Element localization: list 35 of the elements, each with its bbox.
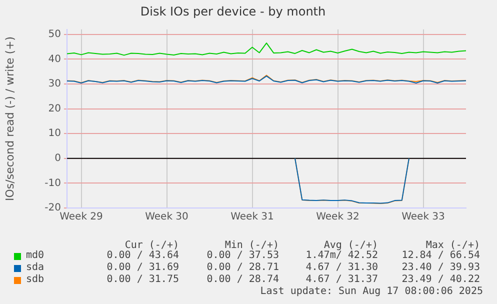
text: Max (-/+) xyxy=(426,240,480,251)
text: 0.00 / 37.53 xyxy=(206,250,279,261)
text: 0.00 / 28.74 xyxy=(206,274,279,285)
text: 23.40 / 39.93 xyxy=(402,262,480,273)
y-axis-title: IOs/second read (-) / write (+) xyxy=(3,36,16,201)
x-tick-label: Week 31 xyxy=(230,212,274,223)
text: 0.00 / 31.75 xyxy=(106,274,179,285)
text: Avg (-/+) xyxy=(324,240,378,251)
x-tick-label: Week 33 xyxy=(402,212,445,223)
text: 12.84 / 66.54 xyxy=(402,250,480,261)
x-tick-label: Week 30 xyxy=(145,212,188,223)
text: 0.00 / 43.64 xyxy=(106,250,179,261)
y-tick-label: 40 xyxy=(48,54,61,65)
text: Cur (-/+) xyxy=(124,240,179,251)
y-tick-label: 20 xyxy=(48,103,61,114)
text: 0.00 / 28.71 xyxy=(206,262,279,273)
text: Last update: Sun Aug 17 08:00:06 2025 xyxy=(260,286,483,297)
text: 1.47m/ 42.52 xyxy=(306,250,378,261)
text: 0.00 / 31.69 xyxy=(106,262,179,273)
text: 23.49 / 40.22 xyxy=(402,274,480,285)
legend-label: sdb xyxy=(26,274,44,285)
legend-label: sda xyxy=(26,262,44,273)
y-tick-label: 50 xyxy=(48,28,61,40)
chart-title: Disk IOs per device - by month xyxy=(140,4,326,18)
text: 4.67 / 31.37 xyxy=(306,274,378,285)
y-tick-label: 30 xyxy=(48,78,61,90)
y-tick-label: 0 xyxy=(54,152,61,164)
legend-label: md0 xyxy=(26,250,44,261)
y-tick-label: -10 xyxy=(44,178,61,189)
text: Min (-/+) xyxy=(224,240,279,251)
text: 4.67 / 31.30 xyxy=(306,262,378,273)
y-tick-label: -20 xyxy=(44,202,61,214)
y-tick-label: 10 xyxy=(48,128,61,140)
x-tick-label: Week 32 xyxy=(316,212,360,223)
x-tick-label: Week 29 xyxy=(60,212,103,223)
